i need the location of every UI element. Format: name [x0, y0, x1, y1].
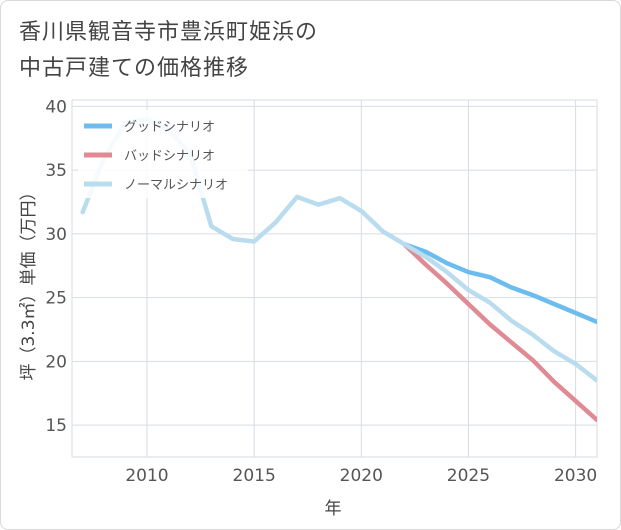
grid [71, 99, 598, 458]
y-tick-label: 30 [45, 225, 67, 245]
legend-label: グッドシナリオ [124, 120, 215, 135]
y-tick-label: 20 [45, 352, 67, 372]
y-tick-label: 40 [45, 97, 67, 117]
legend-label: バッドシナリオ [124, 149, 215, 164]
series-line-0 [401, 241, 597, 325]
x-axis-title: 年 [325, 499, 342, 519]
y-tick-label: 35 [45, 161, 67, 181]
x-tick-label: 2015 [233, 466, 276, 486]
x-tick-label: 2030 [554, 466, 597, 486]
plot-frame [71, 99, 598, 458]
chart-title-line-2: 中古戸建ての価格推移 [19, 56, 250, 81]
y-axis-title: 坪（3.3㎡）単価（万円） [19, 183, 39, 380]
y-tick-label: 25 [45, 289, 67, 309]
y-tick-label: 15 [45, 416, 67, 436]
x-tick-label: 2020 [340, 466, 383, 486]
series-line-1 [401, 241, 597, 423]
chart-title: 香川県観音寺市豊浜町姫浜の 中古戸建ての価格推移 [19, 15, 318, 87]
x-tick-label: 2025 [447, 466, 490, 486]
legend-label: ノーマルシナリオ [124, 178, 228, 193]
chart-title-line-1: 香川県観音寺市豊浜町姫浜の [19, 20, 319, 45]
x-tick-label: 2010 [125, 466, 168, 486]
